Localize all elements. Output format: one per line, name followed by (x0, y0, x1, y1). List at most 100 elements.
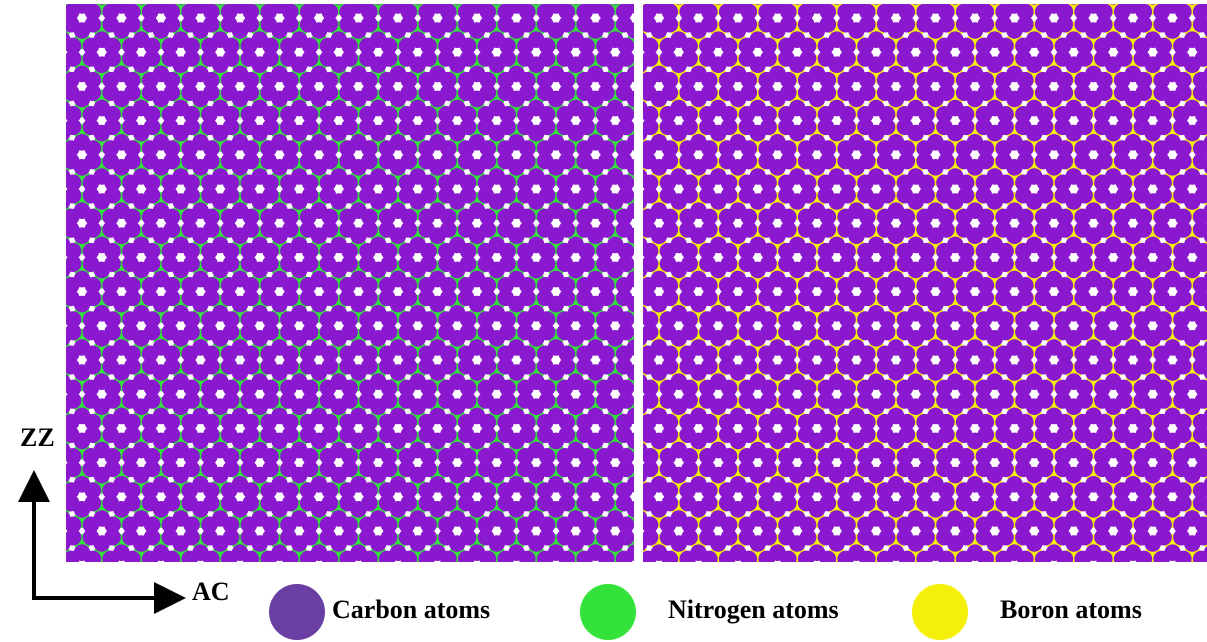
carbon-atom (701, 209, 718, 226)
carbon-atom (642, 174, 659, 191)
ring-hole (913, 118, 919, 124)
carbon-atom (104, 516, 121, 533)
linker-atom (34, 33, 51, 50)
carbon-atom (958, 106, 975, 123)
linker-atom (710, 568, 727, 585)
ring-hole (395, 425, 401, 431)
carbon-atom (251, 604, 268, 621)
carbon-atom (642, 38, 659, 55)
ring-hole (775, 152, 781, 158)
carbon-atom (291, 0, 308, 5)
carbon-atom (627, 202, 644, 219)
ring-hole (435, 220, 441, 226)
ring-hole (178, 186, 184, 192)
ring-hole (873, 254, 879, 260)
carbon-atom (282, 72, 299, 89)
carbon-atom (789, 0, 806, 5)
carbon-atom (519, 209, 536, 226)
ring-hole (296, 49, 302, 55)
ring-hole (40, 357, 46, 363)
ring-hole (715, 254, 721, 260)
ring-hole (454, 49, 460, 55)
ring-hole (913, 186, 919, 192)
ring-hole (158, 425, 164, 431)
carbon-atom (401, 414, 418, 431)
ring-hole (676, 391, 682, 397)
linker-atom (1006, 580, 1023, 597)
carbon-atom (1076, 174, 1093, 191)
ring-hole (316, 15, 322, 21)
carbon-atom (1076, 106, 1093, 123)
ring-hole (794, 254, 800, 260)
ring-hole (198, 220, 204, 226)
carbon-atom (104, 174, 121, 191)
ring-hole (454, 186, 460, 192)
carbon-atom (1116, 38, 1133, 55)
ring-hole (217, 391, 223, 397)
carbon-atom (508, 569, 525, 586)
carbon-atom (34, 66, 51, 83)
ring-hole (316, 220, 322, 226)
ring-hole (435, 494, 441, 500)
linker-atom (34, 580, 51, 597)
carbon-atom (918, 311, 935, 328)
carbon-atom (203, 551, 220, 568)
carbon-atom (23, 221, 40, 238)
linker-atom (848, 0, 865, 4)
carbon-atom (361, 482, 378, 499)
ring-hole (1110, 186, 1116, 192)
ring-hole (933, 220, 939, 226)
ring-hole (1170, 357, 1176, 363)
ring-hole (972, 357, 978, 363)
carbon-atom (34, 569, 51, 586)
ring-hole (198, 425, 204, 431)
ring-hole (715, 186, 721, 192)
ring-hole (415, 460, 421, 466)
carbon-atom (1136, 345, 1153, 362)
carbon-atom (420, 516, 437, 533)
ring-hole (494, 118, 500, 124)
ring-hole (992, 323, 998, 329)
carbon-atom (54, 125, 71, 142)
ring-hole (40, 83, 46, 89)
ring-hole (454, 118, 460, 124)
carbon-atom (124, 482, 141, 499)
ring-hole (676, 186, 682, 192)
ring-hole (375, 118, 381, 124)
carbon-atom (559, 345, 576, 362)
carbon-atom (627, 66, 644, 83)
carbon-atom (598, 3, 615, 20)
ring-hole (257, 596, 263, 602)
ring-hole (119, 562, 125, 568)
ring-hole (893, 152, 899, 158)
ring-hole (972, 152, 978, 158)
carbon-atom (440, 209, 457, 226)
linker-atom (34, 169, 51, 186)
ring-hole (138, 391, 144, 397)
ring-hole (59, 254, 65, 260)
ring-hole (593, 83, 599, 89)
carbon-atom (23, 84, 40, 101)
carbon-atom (859, 345, 876, 362)
ring-hole (1091, 152, 1097, 158)
carbon-atom (701, 72, 718, 89)
figure: ZZ AC Carbon atomsNitrogen atomsBoron at… (0, 0, 1207, 642)
linker-atom (34, 238, 51, 255)
carbon-atom (429, 569, 446, 586)
ring-hole (573, 49, 579, 55)
carbon-atom (1057, 140, 1074, 157)
carbon-atom (618, 380, 635, 397)
linker-atom (74, 580, 91, 597)
carbon-atom (1037, 174, 1054, 191)
carbon-atom (65, 380, 82, 397)
ring-hole (735, 289, 741, 295)
ring-hole (854, 357, 860, 363)
ring-hole (656, 15, 662, 21)
carbon-atom (598, 414, 615, 431)
carbon-atom (381, 380, 398, 397)
linker-atom (350, 580, 367, 597)
carbon-atom (223, 380, 240, 397)
carbon-atom (164, 72, 181, 89)
carbon-atom (1057, 345, 1074, 362)
ring-hole (794, 323, 800, 329)
